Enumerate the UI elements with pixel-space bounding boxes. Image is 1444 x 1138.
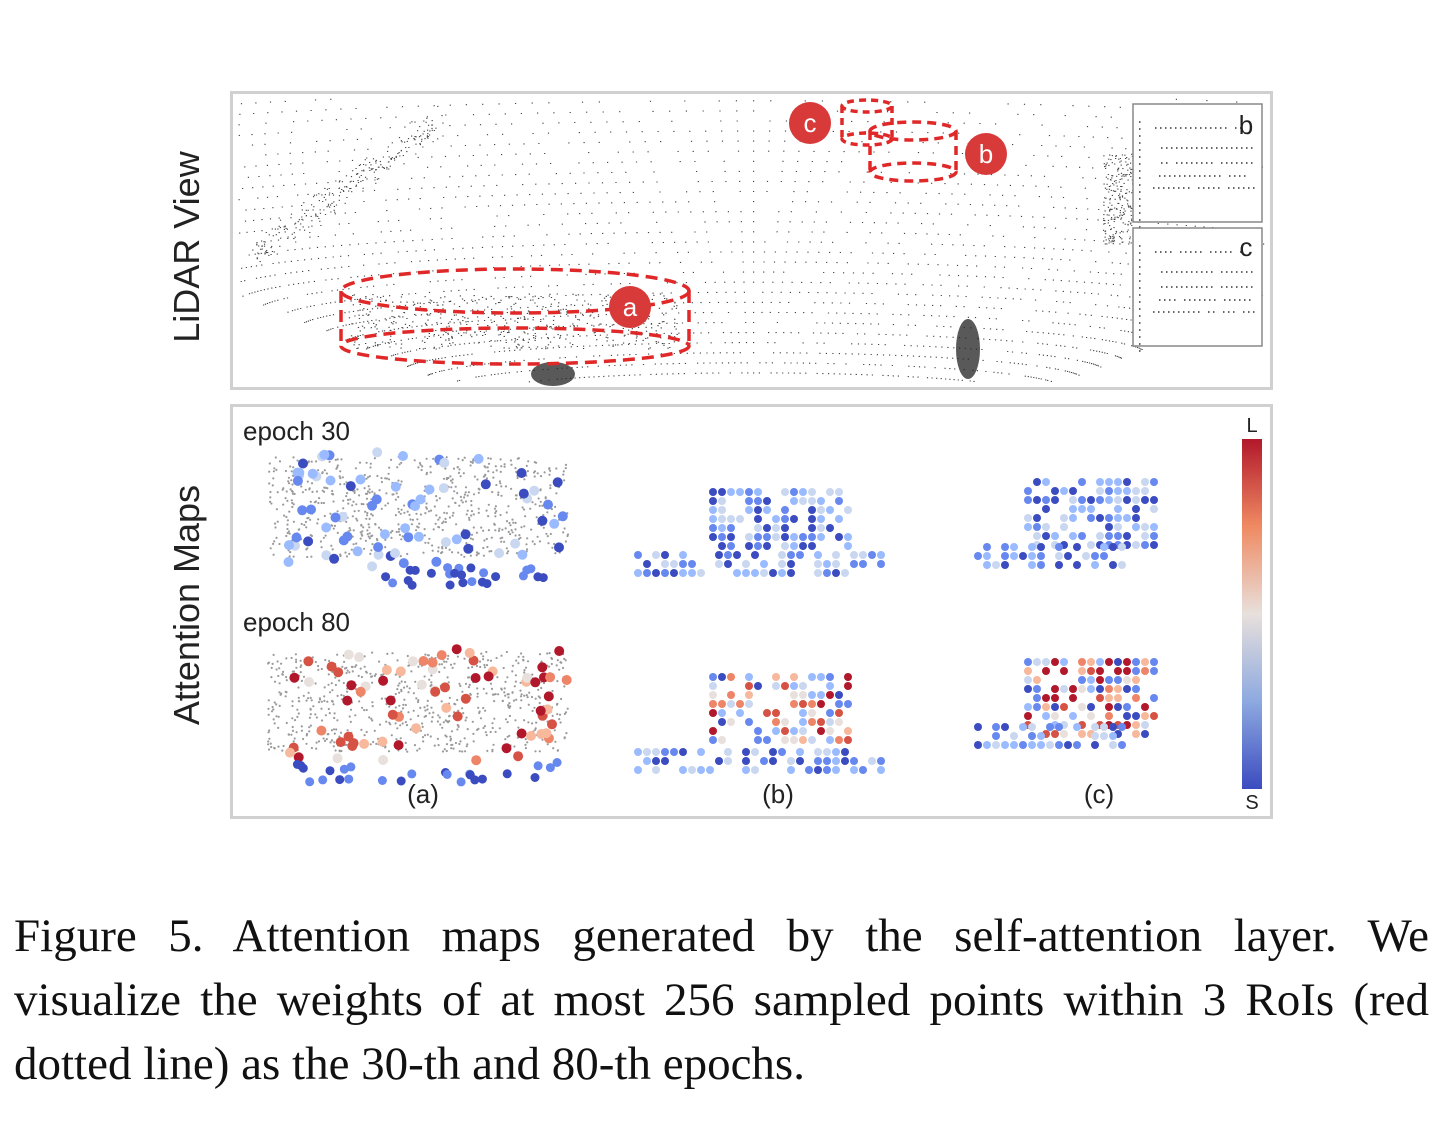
attention-point-clouds	[267, 447, 1158, 787]
colorbar-bottom-label: S	[1245, 792, 1258, 814]
roi-a	[339, 267, 691, 366]
inset-b: b	[1132, 103, 1263, 228]
attention-maps-panel: epoch 30 epoch 80 (a) (b) (c) L S	[230, 404, 1273, 819]
svg-text:b: b	[979, 139, 993, 169]
colorbar: L S	[1242, 415, 1262, 814]
marker-b: b	[965, 133, 1007, 175]
lidar-scene: a b c b c	[238, 98, 1265, 386]
column-label-c: (c)	[1084, 779, 1114, 809]
marker-c: c	[789, 102, 831, 144]
lidar-point-cloud	[238, 98, 1265, 386]
lidar-view-panel: a b c b c	[230, 91, 1273, 390]
svg-text:a: a	[623, 292, 638, 322]
figure-caption: Figure 5. Attention maps generated by th…	[14, 910, 1429, 1090]
epoch-30-label: epoch 30	[243, 416, 350, 446]
inset-c: c	[1132, 227, 1263, 352]
svg-text:b: b	[1239, 110, 1253, 140]
column-label-a: (a)	[407, 779, 439, 809]
svg-text:c: c	[804, 108, 817, 138]
colorbar-top-label: L	[1246, 415, 1257, 437]
roi-b	[868, 120, 958, 183]
svg-text:c: c	[1240, 232, 1253, 262]
attention-scene: epoch 30 epoch 80 (a) (b) (c) L S	[243, 415, 1262, 814]
column-label-b: (b)	[762, 779, 794, 809]
roi-c	[840, 98, 894, 147]
lidar-view-label: LiDAR View	[166, 151, 207, 343]
attention-maps-label: Attention Maps	[166, 484, 207, 726]
epoch-80-label: epoch 80	[243, 607, 350, 637]
marker-a: a	[609, 286, 651, 328]
